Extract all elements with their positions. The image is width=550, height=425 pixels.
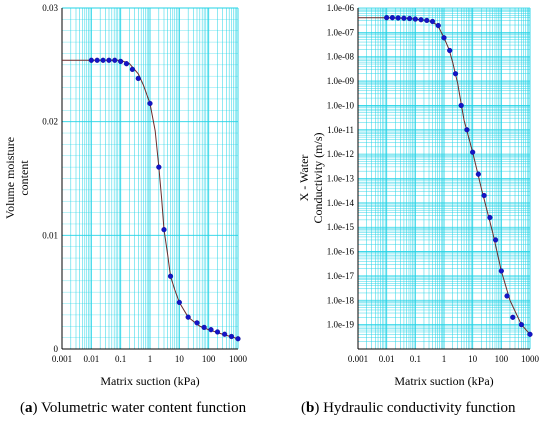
- data-point: [510, 314, 516, 320]
- caption-b-text: Hydraulic conductivity function: [323, 400, 516, 416]
- x-tick-label: 1: [442, 354, 447, 364]
- y-tick-label: 1.0e-10: [327, 100, 355, 110]
- data-point: [161, 227, 167, 233]
- x-tick-label: 10: [468, 354, 478, 364]
- data-point: [176, 299, 182, 305]
- chart-volumetric-water-content: 0.001 0.01 0.1 1 10 100 1000 0 0.01 0.02 0.03 Matri…: [3, 3, 248, 388]
- data-point: [118, 58, 124, 65]
- data-point: [135, 75, 141, 82]
- data-point: [487, 214, 493, 221]
- data-point: [464, 127, 470, 133]
- data-point: [452, 71, 459, 77]
- y-tick-label: 0.02: [42, 117, 58, 127]
- y-tick-label: 1.0e-15: [327, 222, 355, 232]
- y-axis-label: Conductivity (m/s): [311, 133, 325, 224]
- data-point: [228, 333, 235, 340]
- y-axis-label: content: [17, 160, 31, 196]
- y-tick-label: 0.01: [42, 230, 58, 240]
- caption-a-letter: a: [25, 400, 33, 416]
- data-point: [112, 57, 118, 63]
- x-tick-label: 0.1: [115, 354, 126, 364]
- y-tick-label: 1.0e-18: [327, 295, 355, 305]
- data-point: [147, 100, 153, 107]
- data-point: [235, 336, 241, 342]
- x-tick-label: 100: [495, 354, 509, 364]
- data-point: [88, 57, 94, 63]
- x-tick-label: 100: [202, 354, 216, 364]
- y-tick-label: 1.0e-13: [327, 174, 355, 184]
- data-point: [208, 327, 214, 333]
- data-point: [123, 61, 130, 67]
- data-point: [504, 293, 510, 299]
- data-point: [441, 35, 447, 41]
- data-point: [475, 171, 481, 177]
- data-point: [156, 164, 162, 170]
- data-point: [527, 331, 533, 337]
- x-axis-label: Matrix suction (kPa): [100, 374, 199, 388]
- y-tick-label: 1.0e-09: [327, 76, 355, 86]
- data-point: [129, 66, 135, 72]
- data-point: [418, 17, 424, 23]
- data-point: [498, 268, 504, 274]
- data-point: [194, 320, 200, 326]
- data-point: [100, 57, 106, 63]
- caption-a: (a) Volumetric water content function: [20, 400, 247, 416]
- data-point: [429, 18, 436, 25]
- chart-hydraulic-conductivity: 0.001 0.01 0.1 1 10 100 1000 1.0e-06 1.0e-07 1.0e…: [297, 3, 540, 388]
- x-tick-label: 1: [148, 354, 153, 364]
- caption-a-text: Volumetric water content function: [40, 400, 247, 416]
- data-point: [167, 273, 174, 279]
- y-tick-label: 1.0e-14: [327, 198, 355, 208]
- x-tick-label: 10: [175, 354, 185, 364]
- y-tick-label: 1.0e-17: [327, 271, 355, 281]
- data-point: [214, 329, 221, 335]
- data-point: [406, 15, 413, 22]
- x-axis-label: Matrix suction (kPa): [394, 374, 493, 388]
- caption-b-letter: b: [306, 400, 315, 416]
- y-tick-label: 1.0e-06: [327, 3, 355, 13]
- data-point: [94, 57, 100, 63]
- data-point: [185, 314, 191, 320]
- x-tick-label: 0.01: [379, 354, 395, 364]
- y-tick-label: 1.0e-11: [327, 125, 354, 135]
- data-point: [435, 22, 441, 29]
- data-point: [424, 17, 430, 23]
- data-point: [412, 16, 418, 22]
- data-point: [106, 57, 112, 63]
- y-axis-label: Volume moisture: [3, 137, 17, 219]
- y-tick-label: 1.0e-19: [327, 320, 355, 330]
- y-tick-label: 1.0e-12: [327, 149, 354, 159]
- y-tick-label: 1.0e-07: [327, 27, 355, 37]
- data-point: [481, 192, 487, 199]
- data-point: [389, 15, 395, 21]
- data-point: [201, 324, 207, 331]
- data-point: [384, 15, 390, 21]
- data-point: [395, 15, 401, 21]
- y-axis-label: X - Water: [297, 155, 311, 202]
- data-point: [470, 149, 476, 155]
- x-tick-label: 1000: [521, 354, 540, 364]
- x-tick-label: 0.01: [83, 354, 99, 364]
- x-tick-label: 0.1: [410, 354, 421, 364]
- data-point: [518, 322, 524, 328]
- y-tick-label: 0.03: [42, 3, 58, 13]
- x-tick-label: 0.001: [52, 354, 72, 364]
- data-point: [222, 331, 228, 337]
- data-point: [447, 47, 453, 54]
- caption-b: (b) Hydraulic conductivity function: [301, 400, 516, 416]
- y-tick-label: 1.0e-08: [327, 52, 355, 62]
- data-point: [492, 237, 499, 243]
- x-tick-label: 1000: [229, 354, 248, 364]
- y-tick-label: 0: [54, 344, 59, 354]
- x-tick-label: 0.001: [348, 354, 368, 364]
- y-tick-label: 1.0e-16: [327, 247, 355, 257]
- data-point: [458, 102, 464, 109]
- data-point: [401, 15, 407, 21]
